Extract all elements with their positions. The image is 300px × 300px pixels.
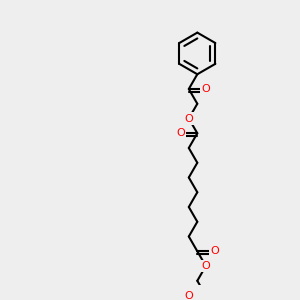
Text: O: O [176, 128, 185, 138]
Text: O: O [202, 84, 210, 94]
Text: O: O [184, 290, 193, 300]
Text: O: O [210, 246, 219, 256]
Text: O: O [184, 113, 193, 124]
Text: O: O [202, 261, 210, 271]
